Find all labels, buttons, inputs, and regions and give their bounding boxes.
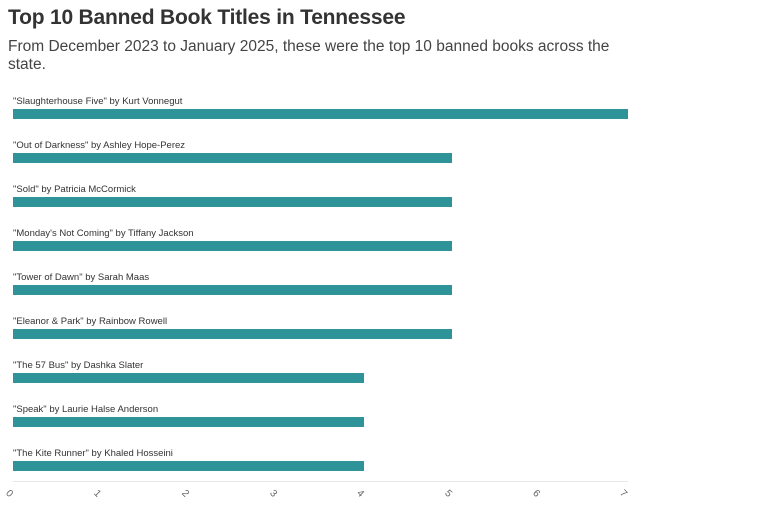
x-axis-line	[13, 481, 628, 482]
bar-row: "Tower of Dawn" by Sarah Maas	[13, 272, 628, 302]
bar-row: "Monday's Not Coming" by Tiffany Jackson	[13, 228, 628, 258]
bar[interactable]	[13, 461, 365, 471]
bar-row: "Sold" by Patricia McCormick	[13, 184, 628, 214]
bar[interactable]	[13, 373, 365, 383]
x-tick-label: 4	[354, 488, 366, 500]
bar[interactable]	[13, 285, 453, 295]
chart-subtitle: From December 2023 to January 2025, thes…	[8, 38, 610, 73]
bar[interactable]	[13, 417, 365, 427]
bar-row: "Eleanor & Park" by Rainbow Rowell	[13, 316, 628, 346]
bar[interactable]	[13, 197, 453, 207]
x-tick-label: 6	[530, 488, 542, 500]
bar-row: "Slaughterhouse Five" by Kurt Vonnegut	[13, 96, 628, 126]
bar-chart: "Slaughterhouse Five" by Kurt Vonnegut "…	[3, 96, 629, 500]
bar-row: "The 57 Bus" by Dashka Slater	[13, 360, 628, 390]
x-tick-label: 2	[179, 488, 191, 500]
bar[interactable]	[13, 109, 628, 119]
bar[interactable]	[13, 241, 453, 251]
bar-row: "Out of Darkness" by Ashley Hope-Perez	[13, 140, 628, 170]
bar-label: "Eleanor & Park" by Rainbow Rowell	[13, 316, 168, 327]
bar-label: "Speak" by Laurie Halse Anderson	[13, 404, 159, 415]
x-tick-label: 3	[267, 488, 279, 500]
bar-label: "The 57 Bus" by Dashka Slater	[13, 360, 144, 371]
bar-row: "The Kite Runner" by Khaled Hosseini	[13, 448, 628, 478]
bar-label: "Out of Darkness" by Ashley Hope-Perez	[13, 140, 186, 151]
x-tick-label: 7	[617, 488, 629, 500]
bar-label: "The Kite Runner" by Khaled Hosseini	[13, 448, 173, 459]
bar-label: "Monday's Not Coming" by Tiffany Jackson	[13, 228, 194, 239]
bar-row: "Speak" by Laurie Halse Anderson	[13, 404, 628, 434]
x-tick-label: 5	[442, 488, 454, 500]
x-tick-label: 0	[3, 488, 15, 500]
bar-label: "Slaughterhouse Five" by Kurt Vonnegut	[13, 96, 183, 107]
bar-label: "Sold" by Patricia McCormick	[13, 184, 136, 195]
x-tick-label: 1	[91, 488, 103, 500]
bar[interactable]	[13, 153, 453, 163]
bar-label: "Tower of Dawn" by Sarah Maas	[13, 272, 150, 283]
bar[interactable]	[13, 329, 453, 339]
chart-title: Top 10 Banned Book Titles in Tennessee	[8, 6, 406, 29]
